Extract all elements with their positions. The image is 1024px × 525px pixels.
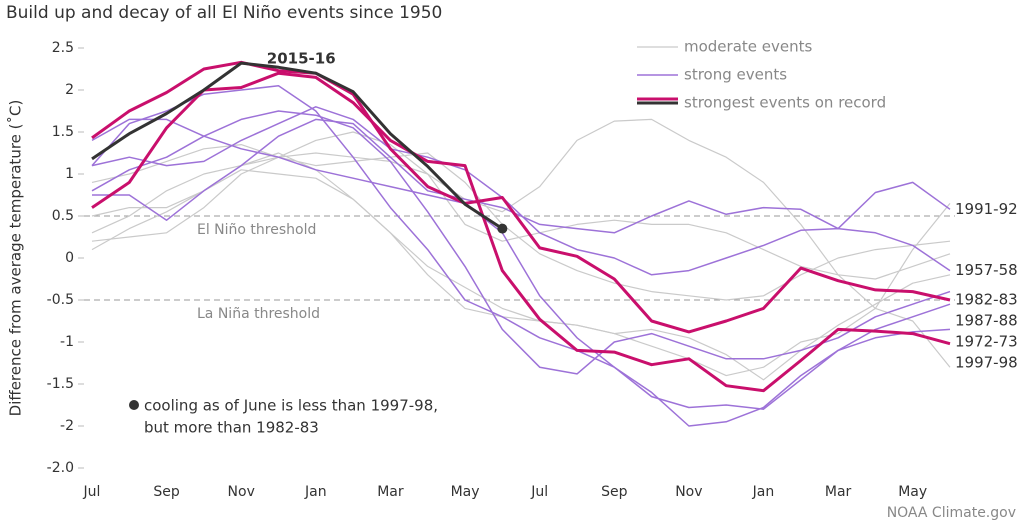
y-tick-label: 1 [65,166,74,182]
series-label: 1982-83 [955,291,1018,309]
series-line [91,118,951,410]
series-line [91,152,951,381]
y-tick-label: -0.5 [47,292,74,308]
x-tick-label: Sep [601,484,628,500]
y-tick-label: 2 [65,82,74,98]
y-axis-title: Difference from average temperature (˚C) [7,100,25,417]
x-tick-label: Sep [153,484,180,500]
end-point [497,223,508,234]
series-line [91,106,951,276]
x-tick-label: Mar [377,484,404,500]
y-tick-label: -2 [60,418,74,434]
y-tick-label: 0 [65,250,74,266]
x-tick-label: Jul [530,484,548,500]
series-line [91,110,951,375]
series-line [91,71,951,393]
series-line [91,60,951,334]
annotation: cooling as of June is less than 1997-98, [144,397,438,415]
series-label: 1957-58 [955,261,1018,279]
series-label: 1987-88 [955,312,1018,330]
x-tick-label: Jan [752,484,775,500]
x-tick-label: Jan [304,484,327,500]
y-tick-label: -1 [60,334,74,350]
annotation: but more than 1982-83 [144,419,319,437]
y-tick-label: -1.5 [47,376,74,392]
series-label: 1972-73 [955,333,1018,351]
series-line [91,61,504,230]
chart-title: Build up and decay of all El Niño events… [6,3,442,23]
legend-label: strong events [684,66,787,84]
y-tick-label: -2.0 [47,460,74,476]
threshold-label: La Niña threshold [197,306,320,322]
series-label: 1991-92 [955,200,1018,218]
series-line [91,131,951,280]
legend-label: moderate events [684,38,812,56]
x-tick-label: Nov [675,484,702,500]
y-tick-label: 1.5 [52,124,74,140]
series-line [91,85,951,427]
series-label: 1997-98 [955,354,1018,372]
annotation-dot [129,400,139,410]
x-tick-label: Nov [228,484,255,500]
source: NOAA Climate.gov [887,505,1016,521]
series-line [91,144,951,301]
y-tick-label: 2.5 [52,40,74,56]
series-line [91,118,951,309]
x-tick-label: May [451,484,480,500]
series-label: 2015-16 [267,50,336,68]
threshold-label: El Niño threshold [197,222,316,238]
x-tick-label: Jul [83,484,101,500]
x-tick-label: May [898,484,927,500]
x-tick-label: Mar [825,484,852,500]
y-tick-label: 0.5 [52,208,74,224]
legend-label: strongest events on record [684,94,886,112]
series-line [91,169,951,377]
